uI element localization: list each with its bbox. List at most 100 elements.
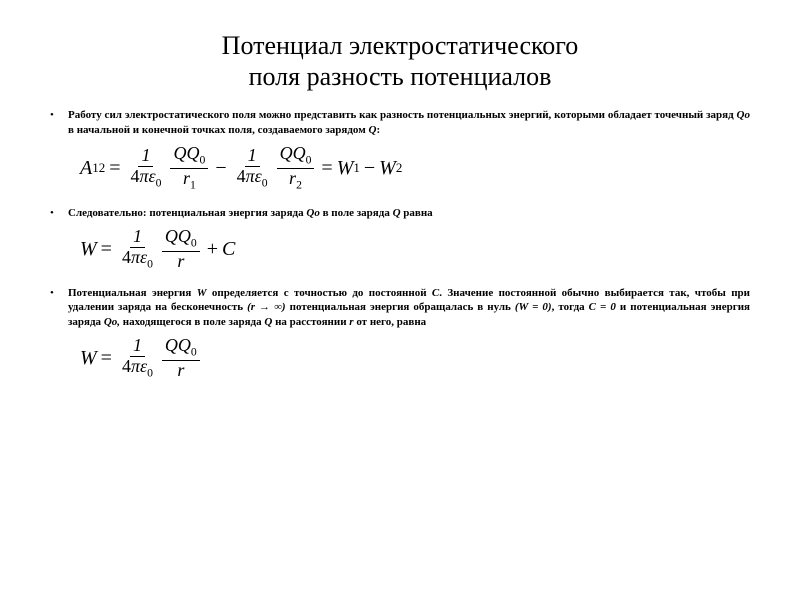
s2: 2 [296,178,302,191]
bullet-marker: • [50,108,68,123]
text: , тогда [552,301,589,313]
text: : [376,124,380,136]
title-line-1: Потенциал электростатического [222,31,579,60]
z: 0 [199,154,205,167]
frac: 1 4πε0 [128,146,165,190]
s1: 1 [190,178,196,191]
z: 0 [147,367,153,380]
den: 4πε0 [234,167,271,190]
Q0: Q [293,143,306,163]
d4: 4 [122,356,131,376]
z: 0 [306,154,312,167]
z: 0 [191,346,197,359]
eq: = [321,157,332,180]
pi: π [131,247,140,267]
page-title: Потенциал электростатического поля разно… [50,30,750,92]
num: 1 [138,146,153,167]
minus: − [215,157,226,180]
s2: 2 [396,160,403,176]
Q: Q [173,143,186,163]
num: 1 [130,336,145,357]
bullet-2: • Следовательно: потенциальная энергия з… [50,206,750,221]
text: Потенциальная энергия [68,287,197,299]
c0: С = 0 [589,301,616,313]
sub12: 12 [92,160,105,176]
pi: π [246,166,255,186]
eq: = [101,347,112,370]
frac: QQ0 r2 [277,144,315,192]
C: C [222,238,235,261]
den: 4πε0 [128,167,165,190]
pi: π [140,166,149,186]
Q: Q [165,335,178,355]
w0: (W = 0) [515,301,552,313]
den: r2 [286,169,305,192]
title-line-2: поля разность потенциалов [249,62,552,91]
W: W [337,157,354,180]
z: 0 [191,237,197,250]
text: определяется с точностью до постоянной [206,287,431,299]
pi: π [131,356,140,376]
text: находящегося в поле заряда [120,316,264,328]
eps: ε [255,166,262,186]
frac: 1 4πε0 [234,146,271,190]
num: QQ0 [277,144,315,168]
frac: QQ0 r1 [170,144,208,192]
eq: = [109,157,120,180]
Q0: Q [178,335,191,355]
eq: = [101,238,112,261]
r: (r → ∞) [247,301,286,313]
W: W [80,347,97,370]
frac: QQ0 r [162,227,200,271]
z: 0 [147,258,153,271]
eps: ε [149,166,156,186]
z: 0 [262,176,268,189]
den: 4πε0 [119,248,156,271]
num: QQ0 [162,336,200,360]
eps: ε [140,356,147,376]
bullet-1: • Работу сил электростатического поля мо… [50,108,750,138]
bullet-3: • Потенциальная энергия W определяется с… [50,286,750,331]
den: 4πε0 [119,357,156,380]
num: 1 [245,146,260,167]
text: в начальной и конечной точках поля, созд… [68,124,368,136]
bullet-3-text: Потенциальная энергия W определяется с т… [68,286,750,331]
s1: 1 [353,160,360,176]
d4: 4 [237,166,246,186]
Q0: Q [186,143,199,163]
qo: Qo [306,207,319,219]
Q0: Q [178,226,191,246]
r: r [174,361,187,381]
z: 0 [156,176,162,189]
text: от него, равна [354,316,427,328]
minus: − [364,157,375,180]
formula-1: A12 = 1 4πε0 QQ0 r1 − 1 4πε0 QQ0 r2 = W1… [80,144,750,192]
W: W [379,157,396,180]
bullet-marker: • [50,286,68,301]
W: W [80,238,97,261]
text: потенциальная энергия обращалась в нуль [286,301,515,313]
bullet-marker: • [50,206,68,221]
num: QQ0 [162,227,200,251]
formula-2: W = 1 4πε0 QQ0 r + C [80,227,750,271]
eps: ε [140,247,147,267]
Q: Q [165,226,178,246]
r: r [289,168,296,188]
r: r [174,252,187,272]
Q: Q [280,143,293,163]
num: QQ0 [170,144,208,168]
frac: 1 4πε0 [119,227,156,271]
d4: 4 [122,247,131,267]
qo: Qo, [104,316,120,328]
frac: 1 4πε0 [119,336,156,380]
text: равна [401,207,433,219]
r: r [183,168,190,188]
text: на расстоянии [272,316,349,328]
A: A [80,157,92,180]
text: Следовательно: потенциальная энергия зар… [68,207,306,219]
den: r1 [180,169,199,192]
frac: QQ0 r [162,336,200,380]
q: Q [393,207,401,219]
qo: Qo [737,109,750,121]
formula-3: W = 1 4πε0 QQ0 r [80,336,750,380]
